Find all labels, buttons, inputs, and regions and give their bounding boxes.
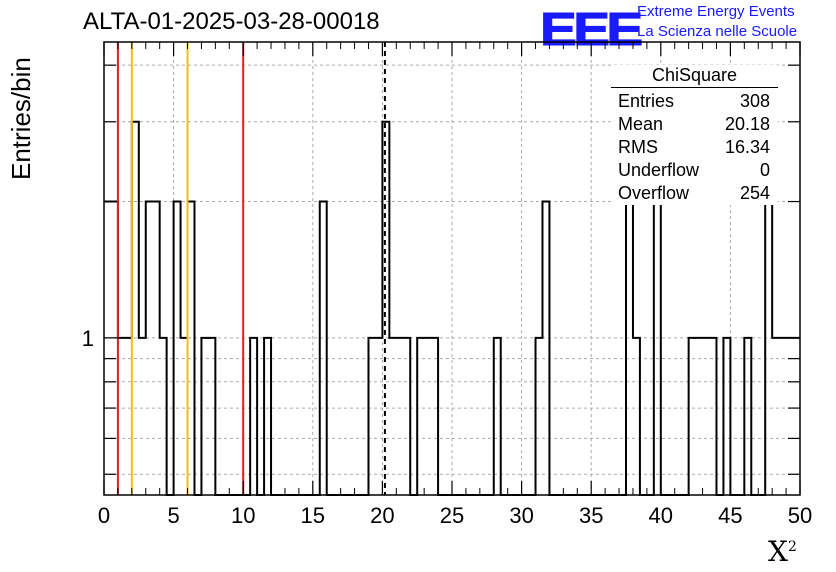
histogram-bin [375, 338, 382, 495]
histogram-bin [689, 338, 696, 495]
histogram-bin [389, 338, 396, 495]
stats-label: Entries [618, 91, 675, 111]
histogram-bin [125, 338, 132, 495]
stats-value: 0 [759, 160, 770, 180]
stats-box: ChiSquare Entries 308 Mean 20.18 RMS 16.34 Und… [611, 65, 778, 205]
stats-row-underflow: Underflow 0 [611, 159, 778, 182]
x-tick-label: 45 [718, 503, 742, 528]
histogram-bin [368, 338, 375, 495]
x-tick-label: 50 [788, 503, 812, 528]
histogram-bin [396, 338, 403, 495]
x-tick-label: 35 [579, 503, 603, 528]
x-tick-label: 40 [649, 503, 673, 528]
histogram-bin [633, 338, 640, 495]
stats-label: Underflow [618, 160, 700, 180]
x-tick-label: 25 [440, 503, 464, 528]
histogram-bin [793, 338, 800, 495]
stats-label: RMS [618, 137, 658, 157]
histogram-bin [536, 338, 543, 495]
histogram-bin [542, 202, 549, 495]
histogram-bin [146, 202, 153, 495]
histogram-bin [431, 338, 438, 495]
histogram-bin [403, 338, 410, 495]
stats-row-overflow: Overflow 254 [611, 182, 778, 205]
histogram-bin [153, 202, 160, 495]
histogram-bin [710, 338, 717, 495]
stats-row-entries: Entries 308 [611, 90, 778, 113]
histogram-bin [320, 202, 327, 495]
stats-value: 16.34 [724, 137, 770, 157]
stats-row-mean: Mean 20.18 [611, 113, 778, 136]
histogram-bin [723, 338, 730, 495]
histogram-bin [786, 338, 793, 495]
histogram-bin [696, 338, 703, 495]
histogram-bin [174, 202, 181, 495]
histogram-bin [703, 338, 710, 495]
histogram-bin [626, 202, 633, 495]
x-tick-label: 30 [509, 503, 533, 528]
x-tick-label: 0 [98, 503, 110, 528]
histogram-bin [160, 338, 167, 495]
stats-label: Overflow [618, 183, 690, 203]
histogram-bin [765, 202, 772, 495]
grid [103, 42, 801, 495]
x-axis-label: X2 [768, 535, 797, 568]
stats-value: 254 [739, 183, 770, 203]
x-tick-label: 5 [167, 503, 179, 528]
histogram-bin [250, 338, 257, 495]
chart-title: ALTA-01-2025-03-28-00018 [83, 8, 380, 35]
histogram-bin [201, 338, 208, 495]
x-tick-label: 20 [370, 503, 394, 528]
histogram-bin [424, 338, 431, 495]
stats-label: Mean [618, 114, 664, 134]
stats-title: ChiSquare [611, 65, 778, 88]
histogram-bin [188, 202, 195, 495]
logo-text-line1: Extreme Energy Events [637, 3, 795, 20]
axes: 0 5 10 15 20 25 30 35 40 45 50 1 [82, 41, 812, 528]
x-tick-label: 10 [231, 503, 255, 528]
histogram-bin [118, 338, 125, 495]
histogram-bin [208, 338, 215, 495]
histogram-bin [111, 202, 118, 495]
histogram-bin [264, 338, 271, 495]
histogram-bin [417, 338, 424, 495]
histogram-bin [494, 338, 501, 495]
histogram-bin [654, 202, 661, 495]
histogram-bin [181, 338, 188, 495]
stats-value: 20.18 [724, 114, 770, 134]
y-tick-label: 1 [82, 326, 94, 351]
logo-text-line2: La Scienza nelle Scuole [637, 23, 798, 40]
histogram-bin [104, 202, 111, 495]
reference-lines [116, 42, 386, 495]
histogram-bin [772, 338, 779, 495]
histogram-bin [139, 338, 146, 495]
histogram-bin [744, 338, 751, 495]
stats-row-rms: RMS 16.34 [611, 136, 778, 159]
histogram-bin [779, 338, 786, 495]
stats-value: 308 [739, 91, 770, 111]
x-tick-label: 15 [301, 503, 325, 528]
histogram-bin [132, 122, 139, 495]
